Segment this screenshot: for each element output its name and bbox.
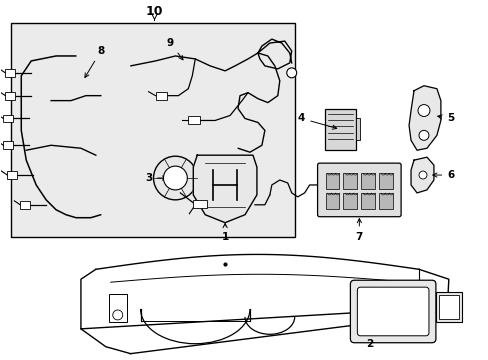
Text: 1: 1 [221,224,228,242]
Text: 5: 5 [437,113,453,123]
Bar [379,173,392,189]
Text: 3: 3 [144,173,166,183]
Bar [324,109,356,150]
Bar [361,173,374,189]
Bar [438,295,458,319]
Text: 8: 8 [85,46,104,77]
Circle shape [113,310,122,320]
Bar [343,173,357,189]
Bar [5,69,15,77]
Bar [193,200,207,208]
Circle shape [286,68,296,78]
Polygon shape [193,155,256,223]
Bar [325,193,339,209]
Text: 9: 9 [166,38,183,60]
Bar [108,294,126,322]
Bar [20,201,30,209]
Bar [356,118,360,140]
Bar [155,92,167,100]
Circle shape [417,105,429,117]
Bar [435,292,461,322]
FancyBboxPatch shape [357,287,428,336]
Bar [11,23,294,237]
FancyBboxPatch shape [350,280,435,343]
Text: 4: 4 [297,113,336,129]
Bar [343,193,357,209]
Circle shape [153,156,197,200]
Text: 10: 10 [145,5,163,18]
Bar [379,193,392,209]
Bar [3,141,13,149]
Text: 2: 2 [365,321,372,349]
Bar [361,193,374,209]
Bar [5,92,15,100]
Bar [325,173,339,189]
Bar [3,114,13,122]
FancyBboxPatch shape [317,163,400,217]
Polygon shape [410,157,433,193]
Circle shape [418,171,426,179]
Text: 7: 7 [355,219,362,242]
Circle shape [418,130,428,140]
Circle shape [163,166,187,190]
Bar [188,117,200,125]
Text: 6: 6 [432,170,453,180]
Bar [7,171,17,179]
Polygon shape [408,86,440,150]
